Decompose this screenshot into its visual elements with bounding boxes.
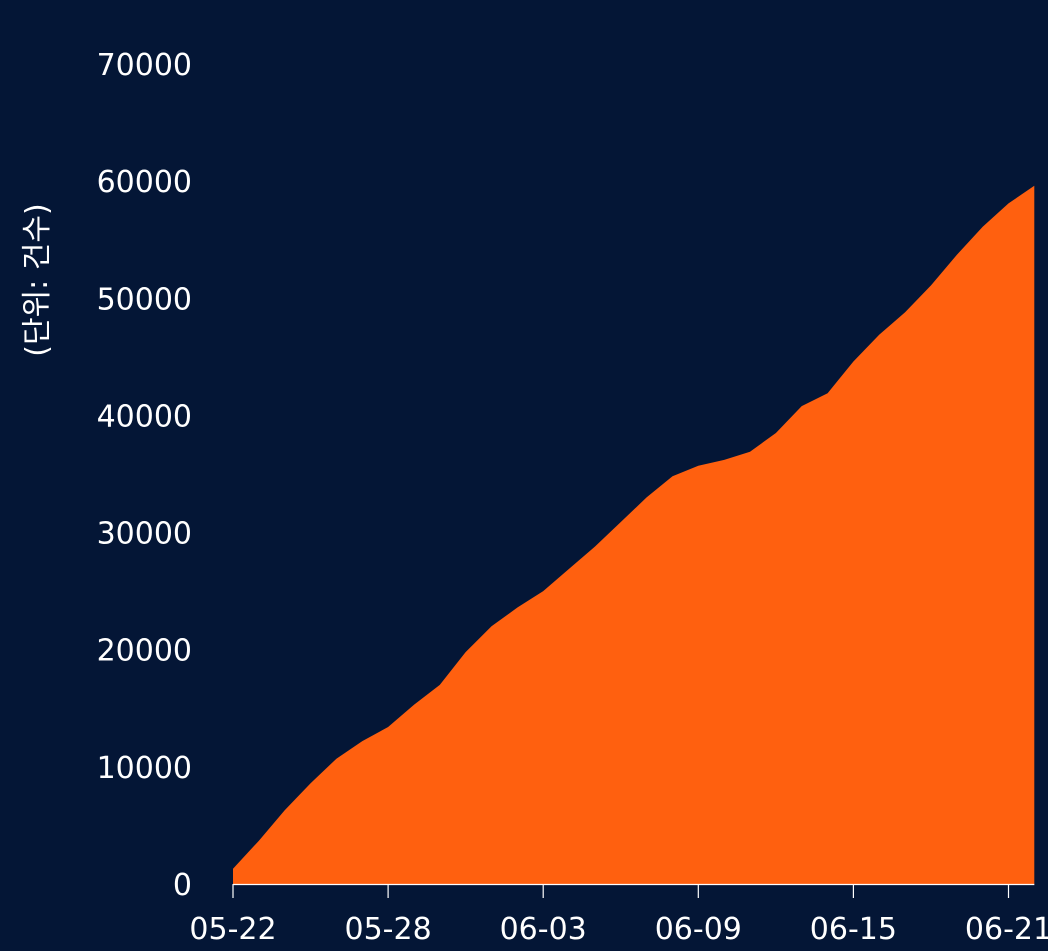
y-tick-label: 60000: [97, 165, 192, 200]
x-tick-label: 06-09: [655, 912, 742, 946]
y-tick-label: 30000: [97, 517, 192, 552]
y-tick-label: 0: [173, 868, 192, 903]
x-tick-label: 05-22: [189, 912, 276, 946]
x-tick-label: 05-28: [345, 912, 432, 946]
area-layer: [233, 186, 1034, 884]
y-tick-label: 40000: [97, 399, 192, 434]
area-series: [233, 186, 1034, 884]
y-tick-label: 50000: [97, 282, 192, 317]
y-axis-label: (단위: 건수): [20, 203, 55, 356]
x-axis: 05-22 05-28 06-03 06-09 06-15 06-21: [189, 884, 1048, 946]
x-tick-label: 06-15: [810, 912, 897, 946]
y-axis: 0 10000 20000 30000 40000 50000 60000 70000: [97, 48, 192, 903]
y-tick-label: 20000: [97, 634, 192, 669]
x-tick-label: 06-21: [965, 912, 1048, 946]
x-tick-label: 06-03: [500, 912, 587, 946]
y-tick-label: 10000: [97, 751, 192, 786]
y-tick-label: 70000: [97, 48, 192, 83]
